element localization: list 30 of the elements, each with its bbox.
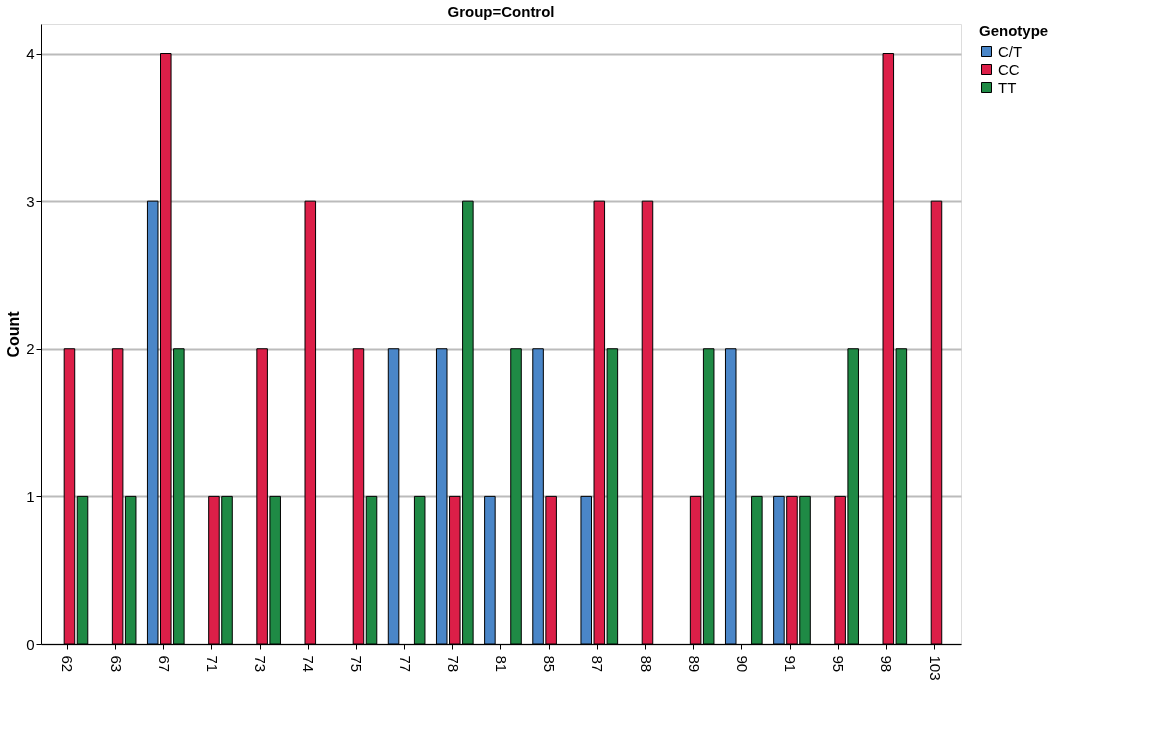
x-tick-label: 74 bbox=[300, 655, 318, 673]
x-tick-label: 81 bbox=[493, 655, 510, 673]
x-tick-label: 67 bbox=[155, 655, 173, 673]
x-tick-label: 85 bbox=[541, 655, 559, 673]
x-tick-label: 73 bbox=[252, 655, 270, 673]
x-tick-label: 62 bbox=[59, 655, 77, 673]
y-tick-label: 3 bbox=[26, 192, 35, 210]
legend-title: Genotype bbox=[979, 22, 1049, 39]
x-tick-label: 91 bbox=[782, 655, 800, 673]
x-tick-label: 87 bbox=[589, 655, 607, 673]
y-tick-label: 0 bbox=[26, 635, 35, 653]
legend-label: TT bbox=[998, 78, 1017, 96]
x-tick-label: 98 bbox=[878, 655, 896, 673]
x-tick-label: 63 bbox=[107, 655, 125, 673]
x-tick-label: 78 bbox=[444, 655, 462, 673]
y-tick-label: 2 bbox=[26, 340, 35, 358]
legend-label: C/T bbox=[998, 42, 1023, 60]
chart-title: Group=Control bbox=[447, 3, 555, 20]
x-tick-label: 90 bbox=[733, 655, 751, 673]
x-tick-label: 75 bbox=[348, 655, 366, 673]
x-tick-label: 88 bbox=[637, 655, 655, 673]
legend-label: CC bbox=[998, 60, 1020, 78]
y-axis-title: Count bbox=[5, 310, 23, 358]
x-tick-label: 95 bbox=[830, 655, 848, 673]
y-tick-label: 1 bbox=[26, 487, 35, 505]
x-tick-label: 71 bbox=[203, 655, 221, 673]
y-tick-label: 4 bbox=[26, 45, 35, 63]
x-tick-label: 89 bbox=[685, 655, 703, 673]
x-tick-label: 77 bbox=[396, 655, 414, 673]
x-tick-label: 103 bbox=[926, 655, 944, 681]
